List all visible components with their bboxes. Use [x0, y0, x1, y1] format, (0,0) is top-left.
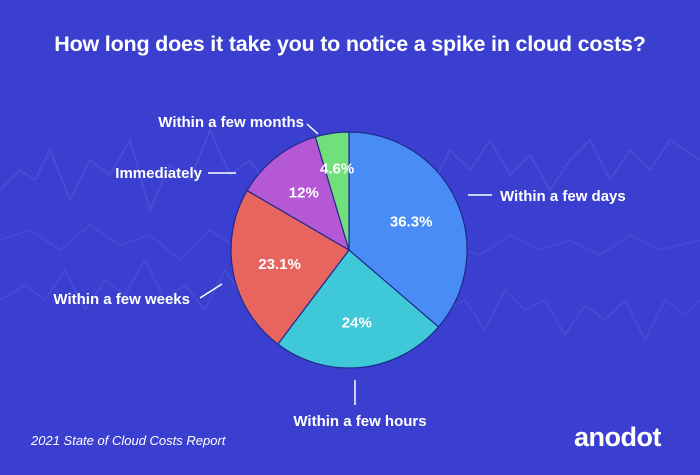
slice-value-label: 4.6%	[320, 160, 354, 177]
pie-slice-within-a-few-hours	[277, 249, 440, 369]
chart-title: How long does it take you to notice a sp…	[54, 32, 646, 56]
slice-category-label: Within a few days	[500, 188, 626, 205]
slice-category-label: Within a few hours	[293, 413, 426, 430]
slice-value-label: 23.1%	[258, 256, 301, 273]
pie-connector-lines	[199, 123, 492, 405]
slice-category-label: Immediately	[115, 165, 202, 182]
slice-category-label: Within a few months	[158, 114, 304, 131]
anodot-logo: anodot	[574, 422, 661, 452]
pie-slice-within-a-few-weeks	[230, 189, 350, 345]
pie-slice-within-a-few-days	[348, 131, 468, 328]
connector-line	[199, 283, 223, 299]
slice-value-label: 36.3%	[390, 213, 433, 230]
slice-value-label: 12%	[289, 185, 319, 202]
pie-value-labels: 36.3% 24% 23.1% 12%4.6%	[258, 160, 432, 331]
slice-value-label: 24%	[342, 315, 372, 332]
report-source: 2021 State of Cloud Costs Report	[31, 433, 226, 448]
slice-category-label: Within a few weeks	[53, 291, 190, 308]
pie-slices	[230, 131, 468, 369]
pie-category-labels: Within a few days Within a few hours Withi…	[53, 114, 625, 430]
pie-slice-within-a-few-months	[314, 131, 350, 251]
connector-line	[306, 123, 319, 135]
